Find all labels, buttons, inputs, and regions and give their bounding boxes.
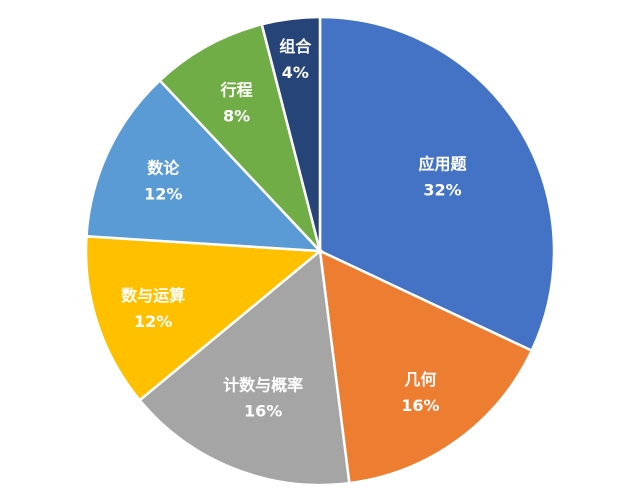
slice-value-label: 8% [223,106,250,125]
slice-value-label: 12% [134,312,172,331]
slice-label: 应用题 [418,154,467,173]
pie-slice [137,248,351,487]
slice-label: 数论 [147,158,180,177]
pie-slice [158,22,322,252]
slice-value-label: 16% [244,402,282,421]
slice-value-label: 4% [282,63,309,82]
slice-value-label: 32% [423,180,461,199]
slice-label: 计数与概率 [223,376,303,395]
slice-value-label: 16% [401,396,439,415]
slice-label: 数与运算 [121,286,185,305]
pie-slice [318,248,534,485]
pie-slice [318,15,556,353]
slice-label: 行程 [220,80,253,99]
slice-label: 几何 [404,370,436,389]
pie-slice [84,234,324,402]
pie-slice [260,15,322,252]
slice-label: 组合 [279,37,312,56]
slice-value-label: 12% [144,184,182,203]
pie-slice [85,78,324,253]
